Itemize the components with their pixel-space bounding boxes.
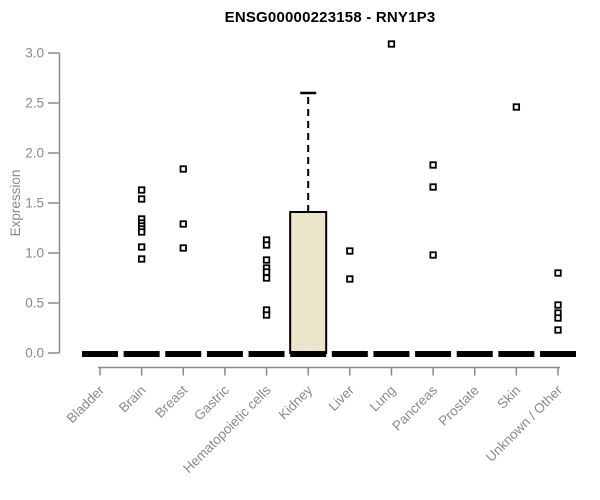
outlier-point [429,251,437,259]
outlier-point [262,268,271,276]
outlier-point [262,274,271,282]
chart-title: ENSG00000223158 - RNY1P3 [224,9,436,26]
box-iqr [289,211,328,354]
x-tick-label: Breast [152,382,190,420]
outlier-point [429,183,437,191]
x-tick-label: Lung [367,383,399,415]
median-bar [456,351,493,357]
x-tick-label: Gastric [191,382,232,423]
x-tick-label: Liver [326,382,358,414]
outlier-point [262,311,271,319]
y-tick-label: 0.0 [25,346,44,361]
outlier-point [387,40,396,48]
x-tick-label: Bladder [64,382,108,426]
y-tick-label: 0.5 [25,296,44,311]
y-tick-label: 1.0 [25,246,44,261]
y-tick-label: 1.5 [25,196,44,211]
outlier-point [346,275,354,283]
median-bar [82,351,118,357]
outlier-point [429,161,437,169]
outlier-point [179,165,187,173]
outlier-point [512,103,521,111]
outlier-point [137,243,146,251]
outlier-point [346,247,354,255]
median-bar [331,351,368,357]
y-tick-label: 2.5 [25,96,44,111]
median-bar [373,351,410,357]
median-bar [415,351,452,357]
outlier-point [137,186,146,194]
median-bar [540,351,576,357]
outlier-point [554,269,562,277]
median-bar [206,351,243,357]
median-bar [498,351,535,357]
outlier-point [179,244,187,252]
median-bar [123,351,160,357]
median-bar [290,351,327,357]
outlier-point [137,195,146,203]
x-tick-label: Skin [494,383,523,412]
outlier-point [554,314,562,322]
x-tick-label: Kidney [276,382,316,422]
y-tick-label: 2.0 [25,146,44,161]
x-tick-label: Pancreas [389,382,440,433]
x-tick-label: Prostate [436,383,482,429]
outlier-point [179,220,187,228]
y-tick-label: 3.0 [25,46,44,61]
x-tick-label: Brain [116,383,149,416]
outlier-point [137,228,146,236]
x-tick-label: Unknown / Other [483,382,566,465]
outlier-point [554,326,562,334]
median-bar [248,351,285,357]
outlier-point [262,241,271,249]
outlier-point [137,255,146,263]
outlier-point [262,256,271,264]
outlier-point [554,301,562,309]
median-bar [165,351,202,357]
